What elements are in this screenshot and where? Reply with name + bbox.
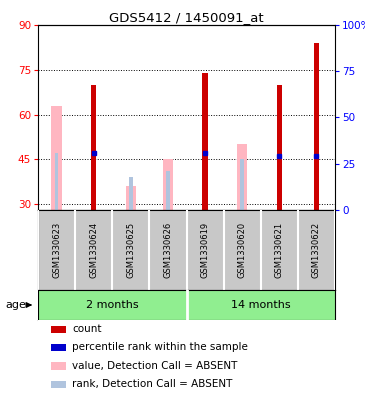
Bar	[129, 177, 132, 210]
Text: 2 months: 2 months	[86, 300, 139, 310]
Bar	[240, 159, 244, 210]
FancyBboxPatch shape	[51, 362, 66, 370]
Title: GDS5412 / 1450091_at: GDS5412 / 1450091_at	[109, 11, 264, 24]
Text: count: count	[72, 324, 102, 334]
Text: GSM1330619: GSM1330619	[200, 222, 210, 278]
Bar	[55, 153, 58, 210]
Bar	[277, 84, 282, 210]
Text: GSM1330621: GSM1330621	[275, 222, 284, 278]
Bar	[237, 144, 247, 210]
FancyBboxPatch shape	[51, 344, 66, 351]
Text: GSM1330622: GSM1330622	[312, 222, 321, 278]
Text: percentile rank within the sample: percentile rank within the sample	[72, 342, 248, 353]
Text: GSM1330624: GSM1330624	[89, 222, 98, 278]
Text: rank, Detection Call = ABSENT: rank, Detection Call = ABSENT	[72, 379, 233, 389]
Text: GSM1330626: GSM1330626	[164, 222, 172, 278]
Text: 14 months: 14 months	[231, 300, 291, 310]
Bar	[91, 84, 96, 210]
FancyBboxPatch shape	[51, 380, 66, 388]
FancyBboxPatch shape	[51, 326, 66, 333]
Text: value, Detection Call = ABSENT: value, Detection Call = ABSENT	[72, 361, 238, 371]
Bar	[203, 73, 208, 210]
Text: GSM1330620: GSM1330620	[238, 222, 247, 278]
Bar	[314, 43, 319, 210]
Bar	[163, 159, 173, 210]
Bar	[51, 106, 62, 210]
Text: GSM1330623: GSM1330623	[52, 222, 61, 278]
Bar	[166, 171, 170, 210]
Text: GSM1330625: GSM1330625	[126, 222, 135, 278]
Bar	[126, 186, 136, 210]
Text: age: age	[6, 300, 27, 310]
